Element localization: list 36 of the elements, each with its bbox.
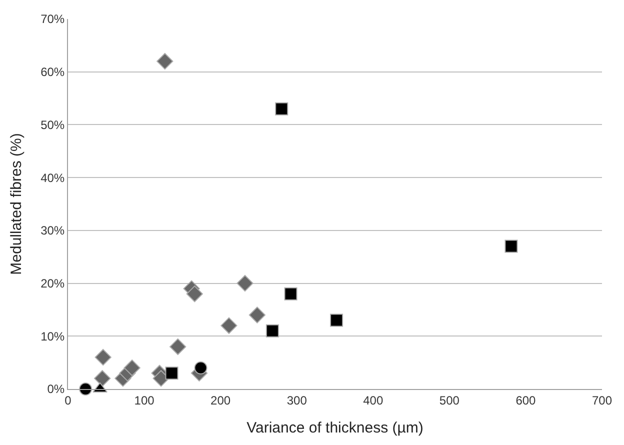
y-tick-label: 70% [40, 12, 65, 26]
point [194, 361, 208, 374]
point [248, 306, 266, 324]
point [79, 382, 92, 396]
x-axis-title: Variance of thickness (µm) [246, 419, 424, 436]
x-tick-label: 200 [210, 393, 231, 408]
point [94, 348, 112, 366]
point [156, 52, 174, 70]
point [186, 286, 203, 302]
point [165, 366, 178, 380]
x-tick-label: 500 [439, 393, 460, 408]
x-tick-label: 300 [286, 393, 308, 408]
point [284, 287, 298, 300]
y-axis-title: Medullated fibres (%) [8, 133, 25, 275]
y-tick-label: 40% [40, 170, 65, 185]
y-tick-label: 10% [40, 329, 65, 344]
x-tick-label: 400 [363, 393, 384, 408]
x-tick-label: 0 [64, 393, 72, 408]
point [124, 360, 140, 376]
x-tick-label: 700 [592, 393, 612, 408]
point [152, 370, 170, 387]
y-tick-label: 50% [40, 118, 65, 132]
point [266, 324, 279, 338]
y-tick-label: 0% [47, 382, 65, 396]
x-tick-label: 600 [516, 393, 536, 408]
point [94, 370, 111, 387]
y-tick-label: 30% [40, 224, 65, 238]
point [275, 102, 288, 116]
y-tick-label: 20% [40, 276, 65, 290]
point [504, 240, 518, 253]
point [330, 314, 344, 327]
point [170, 338, 186, 356]
point [236, 274, 254, 292]
y-tick-label: 60% [40, 65, 65, 80]
point [220, 317, 238, 334]
x-tick-label: 100 [134, 393, 155, 408]
